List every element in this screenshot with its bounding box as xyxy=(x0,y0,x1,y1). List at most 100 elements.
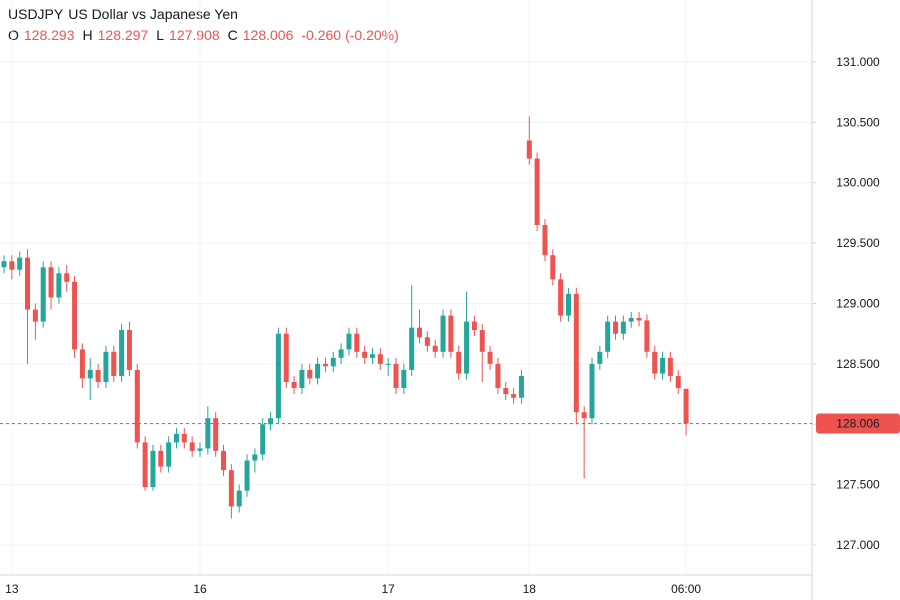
candle-body xyxy=(283,333,289,383)
candle-body xyxy=(64,273,70,282)
y-tick-label: 129.500 xyxy=(836,236,880,250)
candle-body xyxy=(526,140,532,159)
candle-body xyxy=(111,351,117,376)
candle-body xyxy=(197,448,203,451)
candle-body xyxy=(401,369,407,389)
candle-body xyxy=(40,267,46,322)
candle-body xyxy=(417,327,423,338)
chart-title: USDJPY US Dollar vs Japanese Yen xyxy=(8,6,238,22)
candle-body xyxy=(628,317,634,322)
legend-value: 128.006 xyxy=(243,27,294,43)
candle-body xyxy=(166,442,172,467)
legend-value: 128.293 xyxy=(24,27,75,43)
candle-body xyxy=(644,320,650,352)
ohlc-legend: O 128.293 H 128.297 L 127.908 C 128.006 -0.260 (-… xyxy=(8,27,399,43)
y-tick-label: 129.000 xyxy=(836,297,880,311)
candle-body xyxy=(1,261,7,268)
candle-body xyxy=(103,351,109,383)
candle-body xyxy=(558,279,564,316)
description: US Dollar vs Japanese Yen xyxy=(68,6,238,22)
candle-body xyxy=(369,354,375,358)
last-price-label: 128.006 xyxy=(836,417,880,431)
candle-body xyxy=(511,394,517,398)
candle-body xyxy=(660,357,666,374)
candle-body xyxy=(464,321,470,374)
candle-body xyxy=(503,388,509,395)
candle-body xyxy=(213,418,219,451)
x-tick-label: 06:00 xyxy=(671,582,701,596)
candle-body xyxy=(620,321,626,334)
candle-body xyxy=(432,345,438,352)
candle-body xyxy=(205,418,211,449)
candle-body xyxy=(495,363,501,389)
candle-body xyxy=(244,460,250,491)
candle-body xyxy=(518,375,524,398)
y-tick-label: 128.500 xyxy=(836,357,880,371)
candle-body xyxy=(675,375,681,389)
y-tick-label: 127.500 xyxy=(836,478,880,492)
candle-body xyxy=(636,317,642,321)
candle-body xyxy=(119,330,125,376)
candle-body xyxy=(440,315,446,352)
candle-body xyxy=(565,293,571,316)
candle-body xyxy=(260,424,266,455)
change: -0.260 xyxy=(301,27,341,43)
candle-body xyxy=(150,450,156,488)
candle-body xyxy=(189,442,195,451)
change-pct: (-0.20%) xyxy=(345,27,399,43)
candle-body xyxy=(299,369,305,389)
candle-body xyxy=(17,257,23,270)
candle-body xyxy=(48,267,54,298)
x-tick-label: 18 xyxy=(523,582,537,596)
candle-body xyxy=(597,351,603,364)
candle-body xyxy=(315,363,321,379)
candle-body xyxy=(667,357,673,376)
legend-label: L xyxy=(156,27,164,43)
legend-label: O xyxy=(8,27,19,43)
candle-body xyxy=(409,327,415,370)
candle-body xyxy=(573,293,579,413)
candle-body xyxy=(291,382,297,389)
candle-body xyxy=(479,330,485,352)
candle-body xyxy=(173,433,179,443)
candle-body xyxy=(424,337,430,346)
candle-body xyxy=(181,433,187,443)
candle-body xyxy=(534,158,540,225)
candle-body xyxy=(362,351,368,358)
candle-body xyxy=(377,354,383,364)
candle-body xyxy=(385,363,391,365)
candle-body xyxy=(487,351,493,364)
candle-body xyxy=(252,454,258,461)
candle-body xyxy=(471,321,477,331)
candle-body xyxy=(72,281,78,350)
candle-body xyxy=(448,315,454,352)
candle-body xyxy=(330,357,336,367)
candle-body xyxy=(307,369,313,379)
candle-body xyxy=(158,450,164,467)
legend-value: 128.297 xyxy=(98,27,149,43)
candle-body xyxy=(589,363,595,419)
candle-body xyxy=(275,333,281,419)
candle-body xyxy=(542,225,548,256)
candle-body xyxy=(95,369,101,383)
x-tick-label: 17 xyxy=(381,582,395,596)
candle-body xyxy=(228,470,234,507)
candle-body xyxy=(581,412,587,419)
y-tick-label: 127.000 xyxy=(836,538,880,552)
y-tick-label: 131.000 xyxy=(836,55,880,69)
candle-body xyxy=(605,321,611,352)
candle-body xyxy=(134,369,140,443)
x-tick-label: 13 xyxy=(5,582,19,596)
candle-body xyxy=(126,330,132,370)
legend-value: 127.908 xyxy=(169,27,220,43)
candle-body xyxy=(393,363,399,389)
candle-body xyxy=(652,351,658,374)
candle-body xyxy=(354,333,360,352)
y-tick-label: 130.000 xyxy=(836,176,880,190)
x-tick-label: 16 xyxy=(193,582,207,596)
y-tick-label: 130.500 xyxy=(836,115,880,129)
candle-body xyxy=(9,261,15,270)
candle-body xyxy=(25,257,31,310)
